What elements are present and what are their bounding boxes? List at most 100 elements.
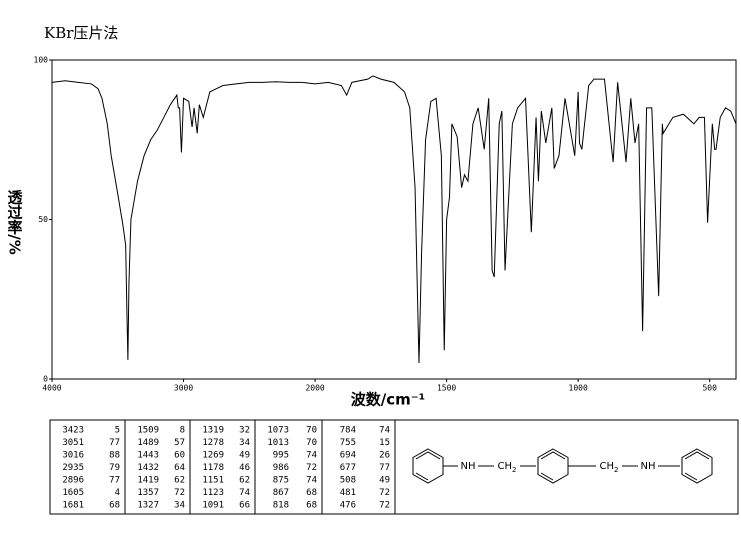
peak-transmittance: 4 bbox=[115, 488, 120, 498]
peak-wavenumber: 1073 bbox=[267, 426, 289, 436]
peak-transmittance: 77 bbox=[109, 438, 120, 448]
x-tick-label: 4000 bbox=[42, 384, 61, 393]
group-subscript: 2 bbox=[512, 466, 516, 474]
peak-transmittance: 66 bbox=[239, 501, 250, 511]
peak-wavenumber: 508 bbox=[340, 476, 356, 486]
peak-transmittance: 64 bbox=[174, 463, 185, 473]
peak-transmittance: 88 bbox=[109, 451, 120, 461]
peak-wavenumber: 677 bbox=[340, 463, 356, 473]
structure-label: NH bbox=[461, 461, 476, 472]
peak-wavenumber: 2935 bbox=[62, 463, 84, 473]
peak-transmittance: 60 bbox=[174, 451, 185, 461]
peak-wavenumber: 1278 bbox=[202, 438, 224, 448]
peak-transmittance: 57 bbox=[174, 438, 185, 448]
peak-transmittance: 26 bbox=[379, 451, 390, 461]
peak-transmittance: 49 bbox=[379, 476, 390, 486]
group-text: CH bbox=[498, 461, 513, 472]
peak-transmittance: 70 bbox=[306, 438, 317, 448]
peak-transmittance: 49 bbox=[239, 451, 250, 461]
structure-drawing bbox=[412, 448, 713, 484]
benzene-ring bbox=[537, 448, 569, 484]
peak-transmittance: 72 bbox=[379, 501, 390, 511]
x-tick-label: 500 bbox=[702, 384, 717, 393]
peak-transmittance: 68 bbox=[306, 488, 317, 498]
peak-wavenumber: 694 bbox=[340, 451, 356, 461]
peak-wavenumber: 1509 bbox=[137, 426, 159, 436]
peak-wavenumber: 986 bbox=[273, 463, 289, 473]
y-tick-label: 50 bbox=[38, 215, 48, 224]
benzene-ring bbox=[681, 448, 713, 484]
peak-wavenumber: 1269 bbox=[202, 451, 224, 461]
group-text: NH bbox=[461, 461, 476, 472]
benzene-ring bbox=[412, 448, 444, 484]
peak-transmittance: 68 bbox=[109, 501, 120, 511]
structure-label: CH2 bbox=[498, 461, 517, 474]
peak-transmittance: 72 bbox=[174, 488, 185, 498]
peak-transmittance: 74 bbox=[306, 476, 317, 486]
ring-bond bbox=[684, 451, 710, 460]
peak-wavenumber: 1419 bbox=[137, 476, 159, 486]
peak-wavenumber: 1443 bbox=[137, 451, 159, 461]
peak-transmittance: 15 bbox=[379, 438, 390, 448]
peak-wavenumber: 3423 bbox=[62, 426, 84, 436]
group-text: CH bbox=[600, 461, 615, 472]
peak-wavenumber: 1091 bbox=[202, 501, 224, 511]
peak-wavenumber: 1489 bbox=[137, 438, 159, 448]
peak-transmittance: 74 bbox=[306, 451, 317, 461]
y-axis-label: 透过率/% bbox=[6, 189, 24, 255]
peak-transmittance: 74 bbox=[239, 488, 250, 498]
spectrum-line bbox=[51, 75, 737, 364]
peak-wavenumber: 1151 bbox=[202, 476, 224, 486]
structure-label: CH2 bbox=[600, 461, 619, 474]
peak-wavenumber: 1123 bbox=[202, 488, 224, 498]
peak-wavenumber: 1681 bbox=[62, 501, 84, 511]
group-subscript: 2 bbox=[614, 466, 618, 474]
x-axis-label: 波数/cm⁻¹ bbox=[351, 391, 426, 409]
y-tick-label: 0 bbox=[43, 375, 48, 384]
peak-wavenumber: 755 bbox=[340, 438, 356, 448]
peak-transmittance: 46 bbox=[239, 463, 250, 473]
x-tick-label: 1000 bbox=[569, 384, 588, 393]
ring-bond bbox=[415, 451, 441, 460]
peak-transmittance: 74 bbox=[379, 426, 390, 436]
table-frame bbox=[49, 419, 739, 515]
peak-transmittance: 72 bbox=[379, 488, 390, 498]
peak-wavenumber: 818 bbox=[273, 501, 289, 511]
peak-wavenumber: 784 bbox=[340, 426, 356, 436]
peak-transmittance: 62 bbox=[239, 476, 250, 486]
peak-transmittance: 32 bbox=[239, 426, 250, 436]
peak-transmittance: 72 bbox=[306, 463, 317, 473]
peak-wavenumber: 3051 bbox=[62, 438, 84, 448]
peak-transmittance: 62 bbox=[174, 476, 185, 486]
ring-bond bbox=[684, 472, 698, 481]
peak-transmittance: 79 bbox=[109, 463, 120, 473]
peak-wavenumber: 875 bbox=[273, 476, 289, 486]
structure-label: NH bbox=[641, 461, 656, 472]
plot-frame bbox=[51, 59, 737, 380]
peak-wavenumber: 1178 bbox=[202, 463, 224, 473]
peak-wavenumber: 3016 bbox=[62, 451, 84, 461]
x-tick-label: 3000 bbox=[174, 384, 193, 393]
peak-transmittance: 70 bbox=[306, 426, 317, 436]
chart-title: KBr压片法 bbox=[44, 24, 118, 42]
peak-wavenumber: 995 bbox=[273, 451, 289, 461]
peak-wavenumber: 1605 bbox=[62, 488, 84, 498]
peak-transmittance: 34 bbox=[239, 438, 250, 448]
peak-transmittance: 8 bbox=[180, 426, 185, 436]
peak-wavenumber: 476 bbox=[340, 501, 356, 511]
ring-bond bbox=[540, 451, 566, 460]
peak-transmittance: 34 bbox=[174, 501, 185, 511]
peak-transmittance: 77 bbox=[379, 463, 390, 473]
x-tick-label: 1500 bbox=[437, 384, 456, 393]
peak-wavenumber: 867 bbox=[273, 488, 289, 498]
ring-bond bbox=[415, 472, 429, 481]
group-text: NH bbox=[641, 461, 656, 472]
ring-bond bbox=[540, 472, 554, 481]
x-tick-label: 2000 bbox=[305, 384, 324, 393]
peak-wavenumber: 2896 bbox=[62, 476, 84, 486]
peak-wavenumber: 1432 bbox=[137, 463, 159, 473]
peak-transmittance: 68 bbox=[306, 501, 317, 511]
peak-wavenumber: 1013 bbox=[267, 438, 289, 448]
